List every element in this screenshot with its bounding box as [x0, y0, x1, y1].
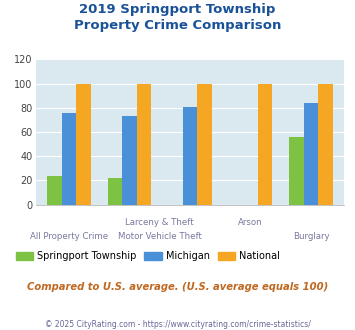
Text: 2019 Springport Township
Property Crime Comparison: 2019 Springport Township Property Crime … [74, 3, 281, 32]
Bar [76, 83, 91, 205]
Text: Motor Vehicle Theft: Motor Vehicle Theft [118, 232, 202, 241]
Text: Arson: Arson [238, 218, 263, 227]
Bar [304, 103, 318, 205]
Text: © 2025 CityRating.com - https://www.cityrating.com/crime-statistics/: © 2025 CityRating.com - https://www.city… [45, 320, 310, 329]
Text: Compared to U.S. average. (U.S. average equals 100): Compared to U.S. average. (U.S. average … [27, 282, 328, 292]
Text: Burglary: Burglary [293, 232, 329, 241]
Text: All Property Crime: All Property Crime [30, 232, 108, 241]
Bar [318, 83, 333, 205]
Bar [47, 176, 61, 205]
Bar [258, 83, 272, 205]
Bar [197, 83, 212, 205]
Bar [122, 116, 137, 205]
Bar [108, 178, 122, 205]
Bar [61, 113, 76, 205]
Bar [289, 137, 304, 205]
Legend: Springport Township, Michigan, National: Springport Township, Michigan, National [12, 248, 284, 265]
Bar [137, 83, 151, 205]
Text: Larceny & Theft: Larceny & Theft [125, 218, 194, 227]
Bar [183, 107, 197, 205]
